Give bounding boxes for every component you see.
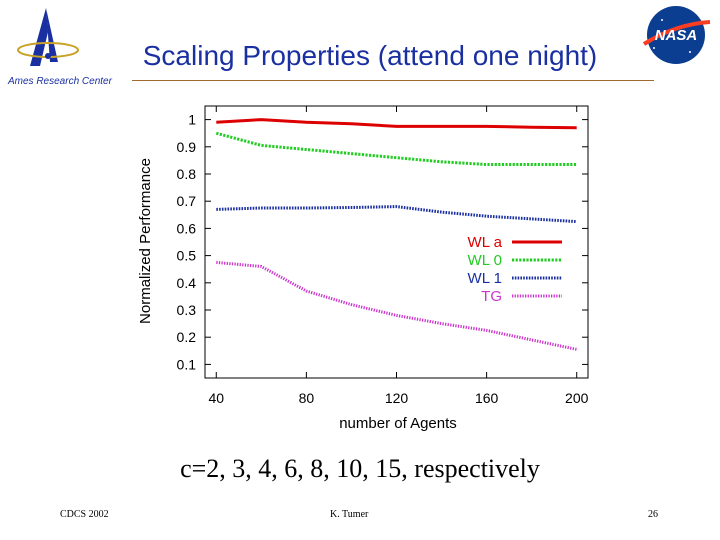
nasa-logo-text: NASA xyxy=(655,27,698,44)
y-tick-label: 0.6 xyxy=(177,220,197,236)
nasa-logo: NASA xyxy=(642,6,711,64)
legend-label-wl-0: WL 0 xyxy=(468,252,502,269)
x-tick-label: 200 xyxy=(565,390,589,406)
x-tick-label: 40 xyxy=(208,390,224,406)
footer-author: K. Tumer xyxy=(330,509,369,520)
series-line-tg xyxy=(216,260,578,351)
y-tick-label: 0.1 xyxy=(177,356,197,372)
y-axis-label: Normalized Performance xyxy=(137,158,154,324)
footer-conference: CDCS 2002 xyxy=(60,509,109,520)
legend-label-wl-a: WL a xyxy=(468,234,503,251)
y-tick-label: 0.3 xyxy=(177,302,197,318)
x-tick-label: 120 xyxy=(385,390,409,406)
ames-research-center-label: Ames Research Center xyxy=(8,76,112,87)
series-line-wl-1 xyxy=(216,205,577,224)
y-tick-label: 0.5 xyxy=(177,248,197,264)
series-line-wl-0 xyxy=(215,131,577,166)
y-tick-label: 0.9 xyxy=(177,139,197,155)
x-tick-label: 80 xyxy=(299,390,315,406)
slide-title: Scaling Properties (attend one night) xyxy=(142,40,598,71)
scaling-chart: Normalized Performance number of Agents … xyxy=(137,105,589,432)
page-number: 26 xyxy=(648,509,658,520)
legend-label-wl-1: WL 1 xyxy=(468,270,502,287)
y-tick-label: 0.2 xyxy=(177,329,197,345)
y-tick-label: 0.7 xyxy=(177,193,197,209)
y-tick-label: 0.8 xyxy=(177,166,197,182)
legend-label-tg: TG xyxy=(481,288,502,305)
series-line-wl-a xyxy=(216,118,577,130)
ames-logo xyxy=(17,8,79,66)
y-tick-label: 1 xyxy=(188,112,196,128)
slide-caption: c=2, 3, 4, 6, 8, 10, 15, respectively xyxy=(180,454,540,483)
y-tick-label: 0.4 xyxy=(177,275,197,291)
title-divider xyxy=(132,80,654,81)
x-axis-label: number of Agents xyxy=(339,415,457,432)
x-tick-label: 160 xyxy=(475,390,499,406)
